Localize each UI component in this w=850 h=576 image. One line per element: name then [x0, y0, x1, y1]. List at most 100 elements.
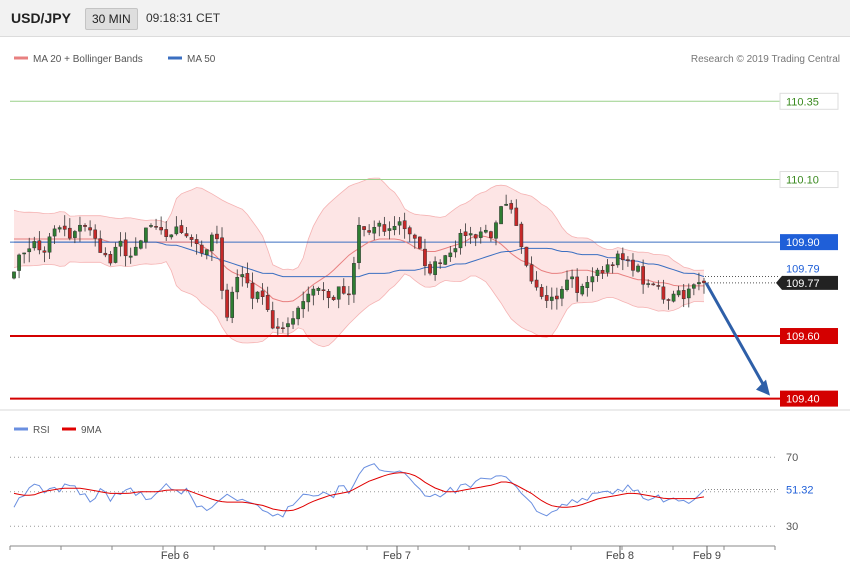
clock-label: 09:18:31 CET [146, 11, 221, 25]
candle-body [37, 240, 42, 251]
candle [12, 271, 16, 280]
candle [514, 199, 519, 226]
candle [347, 286, 351, 305]
candle-body [610, 264, 615, 267]
level-label-109.90: 109.90 [786, 237, 820, 249]
candle-body [169, 234, 174, 238]
candle [225, 283, 229, 322]
candle-body [483, 229, 488, 233]
candle [448, 246, 453, 262]
candle-body [235, 277, 240, 293]
candle [443, 254, 448, 265]
candle [646, 279, 651, 288]
candle [118, 232, 123, 257]
candle [580, 283, 585, 297]
candle-body [666, 299, 671, 301]
candle-body [138, 240, 143, 249]
candle [316, 286, 321, 295]
candle-body [103, 252, 108, 256]
candle-body [67, 227, 72, 239]
candle-body [402, 220, 407, 230]
rsi-last-value-label: 51.32 [786, 484, 814, 496]
candle-body [615, 253, 620, 266]
candle-body [468, 233, 473, 236]
candle [275, 318, 280, 336]
candle-body [473, 234, 478, 239]
candle [326, 288, 331, 309]
candle [494, 220, 498, 246]
candle [57, 225, 62, 233]
candle [98, 230, 103, 253]
candle-body [600, 269, 605, 274]
candle [544, 285, 549, 308]
candle [671, 290, 676, 303]
candle [697, 272, 701, 291]
candle [570, 269, 574, 288]
price-chart[interactable]: MA 20 + Bollinger Bands MA 50 Research ©… [0, 36, 850, 576]
candle [560, 286, 564, 307]
candle-body [697, 282, 701, 285]
candle [22, 252, 26, 264]
candle-body [291, 318, 295, 325]
candle-body [544, 295, 549, 301]
candle [164, 220, 169, 242]
candle [666, 298, 671, 310]
candle-body [215, 233, 219, 240]
price-legend: MA 20 + Bollinger Bands MA 50 [14, 54, 216, 65]
candle [169, 234, 174, 240]
candle-body [113, 246, 118, 263]
candle [113, 242, 118, 264]
candle-body [549, 296, 554, 301]
candle [453, 240, 458, 258]
candle-body [478, 231, 483, 238]
candle-body [514, 207, 519, 226]
candle-body [661, 286, 666, 300]
candle [220, 227, 224, 300]
candle [392, 216, 397, 236]
level-badge-110.35 [779, 92, 839, 110]
candle-body [78, 224, 82, 232]
candle-body [595, 269, 600, 276]
candle [133, 237, 138, 256]
timeframe-button[interactable]: 30 MIN [85, 8, 138, 30]
candle [291, 311, 295, 330]
candle-body [164, 229, 169, 237]
candle [341, 278, 346, 295]
candle-body [296, 307, 300, 320]
candle-body [245, 273, 250, 284]
candle [245, 262, 250, 288]
candle-body [174, 226, 179, 235]
candle-body [57, 227, 62, 230]
candle-body [306, 293, 311, 303]
candle [357, 217, 361, 270]
candle-body [27, 248, 32, 253]
candle [641, 259, 645, 294]
candle-body [179, 225, 184, 233]
candle [93, 224, 98, 247]
candle-body [22, 252, 26, 255]
candle [575, 268, 580, 302]
candle [47, 232, 52, 260]
candle-body [204, 249, 209, 256]
candle-body [676, 290, 681, 296]
candle [215, 225, 219, 244]
candle-body [565, 279, 569, 291]
candle [412, 233, 417, 249]
candle-body [641, 266, 645, 285]
candle-body [367, 230, 371, 233]
rsi-legend: RSI 9MA [14, 425, 102, 436]
candle [144, 227, 148, 249]
candle [73, 229, 77, 244]
candle [189, 234, 194, 247]
candle [626, 256, 630, 267]
candle [260, 283, 265, 305]
candle [489, 230, 493, 242]
candle [184, 226, 189, 238]
candle-body [534, 279, 539, 288]
candle-body [352, 263, 356, 295]
candle-body [377, 222, 382, 227]
candle [620, 247, 625, 271]
candle [37, 231, 42, 255]
candle [321, 282, 326, 301]
candle-body [372, 227, 377, 234]
